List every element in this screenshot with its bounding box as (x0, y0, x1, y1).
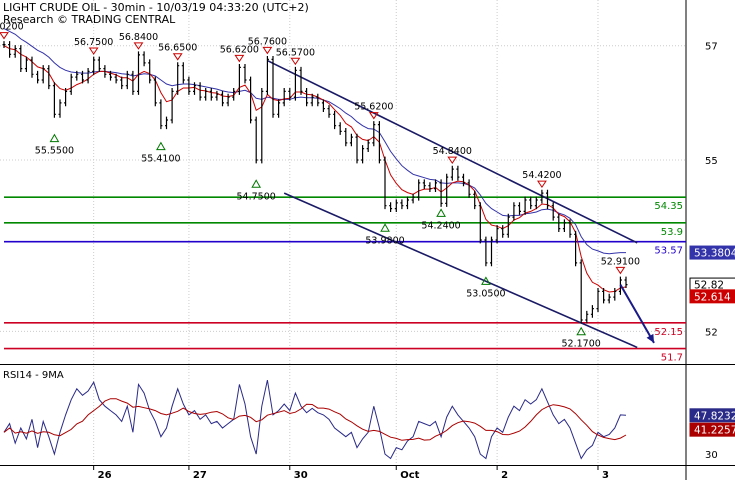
swing-high-marker (368, 112, 379, 120)
swing-high-marker (0, 32, 9, 40)
x-tick-label: Oct (400, 470, 419, 480)
swing-high-marker (133, 42, 144, 50)
rsi-ma-line (3, 398, 627, 441)
price-series[interactable] (2, 41, 628, 324)
x-tick-label: 27 (193, 470, 207, 480)
channel-lower-line (283, 192, 638, 349)
chart-title: LIGHT CRUDE OIL - 30min - 10/03/19 04:33… (3, 1, 309, 14)
forecast-arrow (619, 284, 655, 344)
ma-slow-line (3, 28, 626, 255)
swing-high-marker (262, 46, 273, 55)
swing-low-label: 54.2400 (421, 220, 460, 231)
level-label: 51.7 (661, 353, 683, 364)
swing-high-label: 52.9100 (601, 256, 640, 267)
level-label: 54.35 (654, 201, 683, 212)
swing-high-label: 56.8400 (119, 32, 158, 43)
swing-low-marker (156, 141, 166, 151)
y-tick-label: 52 (705, 327, 718, 338)
price-badge (689, 289, 735, 304)
swing-high-label: 54.4200 (522, 170, 561, 181)
swing-low-label: 53.9800 (365, 235, 404, 246)
price-badge-label: 53.3804 (694, 248, 735, 260)
rsi-line (3, 379, 627, 460)
swing-high-label: 57.0200 (0, 22, 24, 33)
x-tick-label: 30 (294, 470, 308, 480)
rsi-y-tick-label: 30 (705, 450, 718, 461)
swing-high-marker (537, 180, 547, 189)
x-tick-label: 26 (98, 470, 112, 480)
rsi-title: RSI14 - 9MA (3, 370, 64, 381)
swing-high-marker (447, 156, 458, 165)
swing-low-label: 52.1700 (562, 339, 601, 350)
swing-low-label: 53.0500 (466, 288, 505, 299)
y-tick-label: 55 (705, 156, 718, 167)
swing-low-marker (481, 276, 491, 285)
rsi-badge-label: 47.8232 (694, 410, 735, 422)
swing-high-label: 55.6200 (354, 102, 393, 113)
price-badge (689, 245, 735, 260)
level-label: 53.57 (654, 246, 683, 257)
swing-low-marker (436, 208, 446, 217)
swing-high-label: 56.6500 (158, 43, 197, 54)
swing-low-marker (251, 179, 262, 188)
chart-credit: Research © TRADING CENTRAL (3, 13, 176, 26)
rsi-badge (689, 408, 735, 423)
rsi-badge (689, 422, 735, 437)
swing-high-marker (234, 54, 245, 63)
level-label: 53.9 (661, 227, 683, 238)
swing-high-marker (615, 266, 626, 275)
channel-upper-line (267, 59, 638, 244)
swing-high-label: 54.8400 (433, 146, 472, 157)
swing-high-label: 56.7600 (248, 36, 287, 47)
price-badge-label: 52.614 (694, 291, 731, 303)
x-tick-label: 2 (501, 470, 508, 480)
swing-low-marker (49, 133, 60, 143)
swing-low-label: 54.7500 (237, 191, 276, 202)
swing-high-marker (172, 53, 183, 61)
swing-high-label: 56.6200 (220, 44, 259, 55)
swing-high-marker (290, 57, 301, 66)
ma-fast-line (3, 45, 627, 293)
swing-low-label: 55.4100 (141, 154, 180, 165)
swing-low-marker (576, 326, 587, 336)
y-tick-label: 57 (705, 42, 718, 53)
swing-high-label: 56.7500 (74, 37, 113, 48)
forecast-arrow-head (646, 333, 655, 343)
swing-high-label: 56.5700 (276, 47, 315, 58)
level-label: 52.15 (654, 327, 683, 338)
swing-low-label: 55.5500 (35, 146, 74, 157)
price-badge-label: 52.82 (694, 280, 724, 292)
swing-high-marker (88, 47, 99, 55)
swing-low-marker (380, 223, 390, 232)
rsi-badge-label: 41.2257 (694, 425, 735, 437)
x-tick-label: 3 (602, 470, 609, 480)
